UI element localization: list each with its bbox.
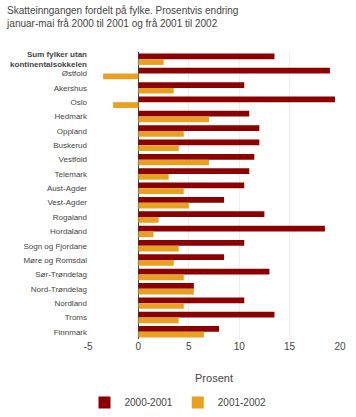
svg-text:Buskerud: Buskerud [53,141,87,150]
svg-text:Troms: Troms [65,313,87,322]
svg-text:Østfold: Østfold [62,69,87,78]
svg-text:Sum fylker utankontinentalsokk: Sum fylker utankontinentalsokkelen [10,50,87,69]
svg-text:Nordland: Nordland [55,299,87,308]
svg-text:10: 10 [234,341,246,352]
svg-text:0: 0 [136,341,142,352]
svg-text:Sør-Trøndelag: Sør-Trøndelag [35,270,87,279]
svg-text:5: 5 [186,341,192,352]
svg-text:Oppland: Oppland [57,127,87,136]
svg-text:Akershus: Akershus [54,84,87,93]
svg-text:Telemark: Telemark [55,170,88,179]
svg-text:-5: -5 [84,341,93,352]
svg-text:Oslo: Oslo [71,98,88,107]
svg-text:Møre og Romsdal: Møre og Romsdal [23,256,87,265]
svg-text:15: 15 [284,341,296,352]
svg-text:Skatteinngangen fordelt på fyl: Skatteinngangen fordelt på fylke. Prosen… [6,5,238,29]
svg-text:Finnmark: Finnmark [54,328,88,337]
svg-text:Rogaland: Rogaland [53,213,87,222]
svg-text:Hordaland: Hordaland [50,227,87,236]
svg-text:Prosent: Prosent [195,372,233,384]
svg-text:Hedmark: Hedmark [55,112,88,121]
svg-text:Nord-Trøndelag: Nord-Trøndelag [31,285,87,294]
svg-text:Sogn og Fjordane: Sogn og Fjordane [23,242,87,251]
svg-text:Aust-Agder: Aust-Agder [47,184,87,193]
svg-text:20: 20 [334,341,346,352]
svg-text:2000-2001: 2000-2001 [125,397,173,408]
svg-text:Vestfold: Vestfold [59,155,87,164]
svg-text:Vest-Agder: Vest-Agder [47,198,87,207]
svg-text:2001-2002: 2001-2002 [218,397,266,408]
